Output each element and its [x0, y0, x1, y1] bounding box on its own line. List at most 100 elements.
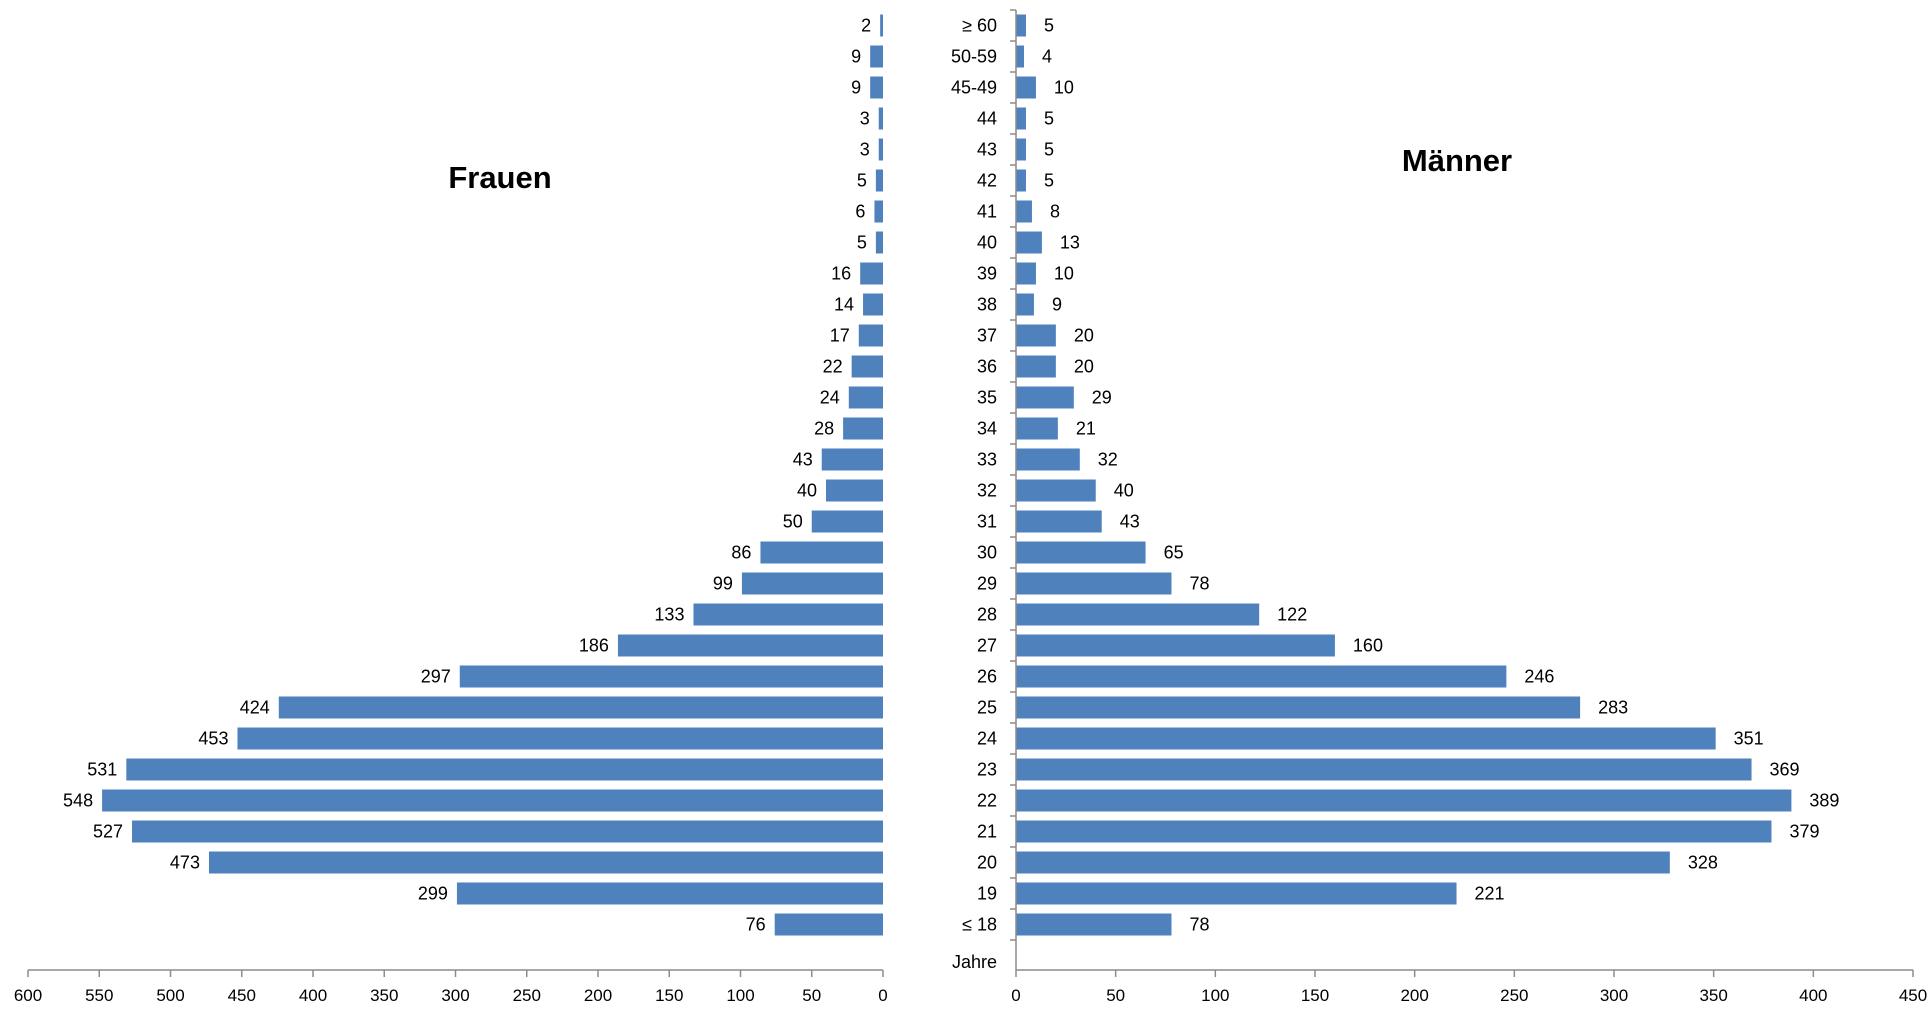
frauen-bar [459, 665, 883, 688]
age-category-label: 40 [977, 233, 997, 253]
frauen-x-tick-label: 250 [513, 986, 541, 1005]
maenner-data-label: 283 [1598, 698, 1628, 718]
age-category-label: 29 [977, 574, 997, 594]
age-category-label: 42 [977, 171, 997, 191]
maenner-data-label: 5 [1044, 16, 1054, 36]
frauen-bar [860, 262, 883, 285]
frauen-bars-panel: 2993356516141722242843405086991331862974… [14, 14, 888, 1005]
maenner-bar [1016, 665, 1507, 688]
maenner-bar [1016, 14, 1026, 37]
frauen-x-tick-label: 350 [370, 986, 398, 1005]
frauen-bar [878, 107, 883, 130]
maenner-data-label: 21 [1076, 419, 1096, 439]
frauen-data-label: 76 [746, 915, 766, 935]
age-category-label: 39 [977, 264, 997, 284]
maenner-title: Männer [1402, 143, 1512, 178]
frauen-data-label: 299 [418, 884, 448, 904]
frauen-data-label: 28 [814, 419, 834, 439]
maenner-data-label: 160 [1353, 636, 1383, 656]
frauen-bar [875, 231, 883, 254]
age-category-label: 37 [977, 326, 997, 346]
frauen-x-tick-label: 400 [299, 986, 327, 1005]
age-category-label: 19 [977, 884, 997, 904]
age-category-label: 21 [977, 822, 997, 842]
maenner-bar [1016, 727, 1716, 750]
frauen-data-label: 2 [861, 16, 871, 36]
maenner-data-label: 8 [1050, 202, 1060, 222]
age-category-label: 35 [977, 388, 997, 408]
maenner-bar [1016, 572, 1172, 595]
maenner-bar [1016, 851, 1670, 874]
frauen-bar [693, 603, 883, 626]
maenner-bar [1016, 479, 1096, 502]
y-axis-unit-label: Jahre [952, 952, 997, 972]
frauen-bar [870, 45, 883, 68]
maenner-data-label: 10 [1054, 78, 1074, 98]
maenner-data-label: 351 [1734, 729, 1764, 749]
maenner-x-tick-label: 300 [1600, 986, 1628, 1005]
frauen-x-tick-label: 300 [441, 986, 469, 1005]
frauen-data-label: 9 [851, 78, 861, 98]
age-category-label: 26 [977, 667, 997, 687]
frauen-x-tick-label: 600 [14, 986, 42, 1005]
frauen-x-tick-label: 150 [655, 986, 683, 1005]
maenner-x-tick-label: 250 [1500, 986, 1528, 1005]
age-category-label: 31 [977, 512, 997, 532]
maenner-data-label: 32 [1098, 450, 1118, 470]
frauen-data-label: 5 [857, 233, 867, 253]
maenner-bars-panel: 5 ≥ 60 4 50-59 10 45-49 5 44 5 43 5 42 8 41 13 40 10 39 9 3… [951, 9, 1927, 1005]
frauen-bar [875, 169, 883, 192]
maenner-bar [1016, 231, 1042, 254]
frauen-bar [843, 417, 883, 440]
frauen-x-tick-label: 50 [802, 986, 821, 1005]
frauen-data-label: 16 [831, 264, 851, 284]
frauen-data-label: 86 [731, 543, 751, 563]
frauen-data-label: 3 [860, 140, 870, 160]
frauen-data-label: 186 [579, 636, 609, 656]
frauen-x-tick-label: 500 [156, 986, 184, 1005]
maenner-data-label: 5 [1044, 140, 1054, 160]
maenner-data-label: 4 [1042, 47, 1052, 67]
maenner-bar [1016, 789, 1792, 812]
age-category-label: ≤ 18 [962, 915, 997, 935]
maenner-data-label: 369 [1770, 760, 1800, 780]
age-category-label: 34 [977, 419, 997, 439]
age-category-label: 27 [977, 636, 997, 656]
frauen-bar [102, 789, 884, 812]
age-category-label: 41 [977, 202, 997, 222]
age-category-label: 44 [977, 109, 997, 129]
maenner-bar [1016, 200, 1032, 223]
maenner-data-label: 43 [1120, 512, 1140, 532]
frauen-x-tick-label: 450 [228, 986, 256, 1005]
maenner-bar [1016, 76, 1036, 99]
frauen-data-label: 40 [797, 481, 817, 501]
frauen-x-tick-label: 100 [726, 986, 754, 1005]
maenner-x-tick-label: 50 [1106, 986, 1125, 1005]
frauen-bar [870, 76, 883, 99]
frauen-bar [874, 200, 883, 223]
age-category-label: 50-59 [951, 47, 997, 67]
maenner-data-label: 389 [1809, 791, 1839, 811]
frauen-bar [878, 138, 883, 161]
maenner-bar [1016, 107, 1026, 130]
frauen-x-tick-label: 0 [878, 986, 887, 1005]
age-category-label: 32 [977, 481, 997, 501]
maenner-x-tick-label: 400 [1799, 986, 1827, 1005]
maenner-bar [1016, 913, 1172, 936]
frauen-data-label: 424 [240, 698, 270, 718]
maenner-data-label: 40 [1114, 481, 1134, 501]
maenner-data-label: 20 [1074, 357, 1094, 377]
maenner-bar [1016, 448, 1080, 471]
frauen-bar [848, 386, 883, 409]
frauen-data-label: 17 [830, 326, 850, 346]
maenner-x-tick-label: 150 [1301, 986, 1329, 1005]
frauen-data-label: 473 [170, 853, 200, 873]
frauen-bar [811, 510, 883, 533]
maenner-x-tick-label: 0 [1011, 986, 1020, 1005]
frauen-x-tick-label: 200 [584, 986, 612, 1005]
frauen-bar [208, 851, 884, 874]
frauen-data-label: 133 [654, 605, 684, 625]
maenner-bar [1016, 386, 1074, 409]
frauen-bar [237, 727, 884, 750]
maenner-data-label: 379 [1789, 822, 1819, 842]
